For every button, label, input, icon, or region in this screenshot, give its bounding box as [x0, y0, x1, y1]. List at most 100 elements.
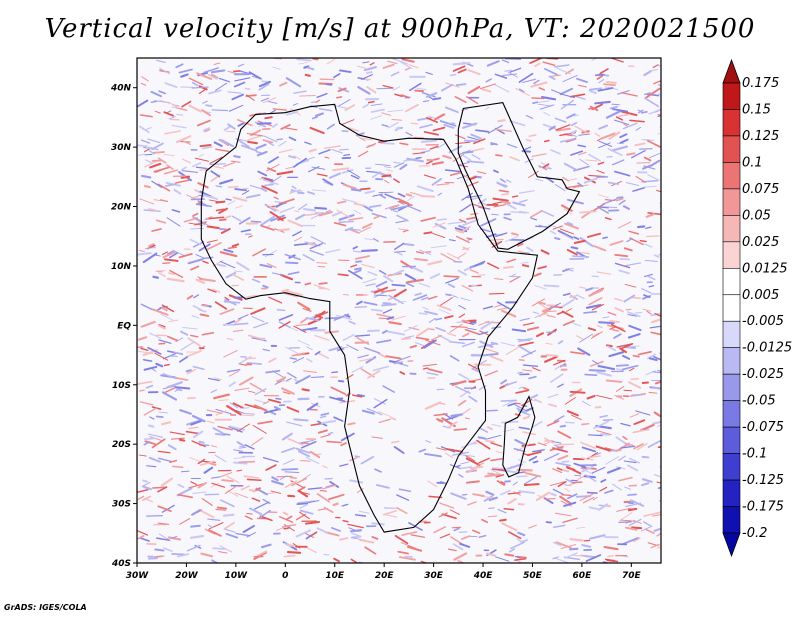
- field-streak: [644, 97, 660, 108]
- field-streak: [614, 119, 630, 126]
- colorbar-swatch: [722, 267, 741, 296]
- field-streak: [166, 164, 174, 170]
- field-streak: [459, 542, 471, 548]
- field-streak: [326, 123, 335, 130]
- field-streak: [331, 527, 341, 532]
- field-streak: [481, 88, 492, 93]
- field-streak: [643, 521, 653, 528]
- field-streak: [589, 534, 606, 540]
- field-streak: [378, 418, 391, 424]
- field-streak: [485, 440, 495, 443]
- field-streak: [592, 496, 598, 501]
- field-streak: [627, 314, 638, 317]
- field-streak: [210, 73, 219, 79]
- field-streak: [359, 226, 372, 233]
- field-streak: [564, 222, 579, 230]
- field-streak: [347, 127, 360, 132]
- field-streak: [602, 419, 614, 421]
- field-streak: [498, 189, 509, 193]
- field-streak: [222, 513, 235, 517]
- africa-coastline: [200, 103, 539, 533]
- field-streak: [227, 200, 236, 206]
- field-streak: [625, 502, 642, 508]
- field-streak: [438, 308, 450, 315]
- field-streak: [535, 178, 544, 182]
- field-streak: [181, 100, 192, 108]
- field-streak: [393, 445, 405, 454]
- field-streak: [332, 502, 339, 507]
- field-streak: [575, 526, 586, 529]
- field-streak: [526, 326, 540, 331]
- field-streak: [607, 345, 617, 352]
- field-streak: [366, 86, 377, 94]
- field-streak: [387, 330, 405, 336]
- field-streak: [191, 86, 209, 89]
- field-streak: [502, 73, 518, 77]
- field-streak: [514, 403, 527, 412]
- field-streak: [305, 534, 313, 540]
- field-streak: [264, 183, 274, 187]
- field-streak: [627, 311, 641, 318]
- field-streak: [511, 328, 527, 333]
- field-streak: [432, 232, 446, 238]
- field-streak: [554, 237, 561, 241]
- field-streak: [211, 482, 226, 488]
- field-streak: [490, 442, 503, 447]
- field-streak: [455, 83, 467, 87]
- field-streak: [257, 420, 273, 425]
- field-streak: [555, 541, 572, 549]
- field-streak: [396, 251, 403, 256]
- lon-tick-label: 20W: [175, 571, 199, 581]
- field-streak: [506, 258, 517, 263]
- field-streak: [164, 130, 181, 135]
- field-streak: [449, 509, 460, 515]
- field-streak: [657, 113, 661, 117]
- field-streak: [360, 455, 375, 465]
- field-streak: [340, 432, 355, 442]
- field-streak: [318, 107, 333, 112]
- field-streak: [189, 238, 202, 246]
- field-streak: [450, 492, 467, 500]
- field-streak: [318, 149, 331, 155]
- field-streak: [436, 218, 447, 221]
- field-streak: [644, 92, 651, 96]
- field-streak: [448, 239, 456, 242]
- field-streak: [238, 216, 251, 225]
- field-streak: [263, 408, 280, 414]
- field-streak: [177, 483, 185, 489]
- field-streak: [186, 294, 194, 300]
- field-streak: [367, 271, 378, 276]
- field-streak: [188, 77, 204, 86]
- colorbar-label: -0.0125: [742, 341, 792, 356]
- field-streak: [523, 475, 539, 485]
- field-streak: [253, 551, 267, 560]
- field-streak: [642, 163, 654, 170]
- field-streak: [398, 556, 416, 561]
- field-streak: [450, 413, 464, 417]
- field-streak: [478, 331, 489, 336]
- field-streak: [281, 447, 296, 454]
- lat-tick-label: 30N: [111, 143, 132, 153]
- field-streak: [236, 118, 253, 127]
- field-streak: [325, 83, 333, 86]
- field-streak: [450, 325, 468, 328]
- field-streak: [615, 116, 624, 121]
- field-streak: [573, 114, 579, 117]
- field-streak: [391, 118, 402, 121]
- field-streak: [394, 535, 409, 545]
- field-streak: [302, 370, 317, 373]
- field-streak: [207, 524, 214, 529]
- field-streak: [523, 483, 540, 487]
- field-streak: [437, 143, 446, 149]
- field-streak: [325, 484, 335, 488]
- field-streak: [162, 251, 177, 259]
- colorbar-swatch: [722, 82, 741, 110]
- field-streak: [265, 369, 281, 374]
- field-streak: [284, 261, 299, 265]
- field-streak: [382, 84, 394, 89]
- field-streak: [569, 390, 586, 394]
- field-streak: [644, 185, 657, 188]
- field-streak: [186, 368, 197, 375]
- field-streak: [201, 109, 212, 117]
- colorbar-label: -0.025: [742, 367, 784, 382]
